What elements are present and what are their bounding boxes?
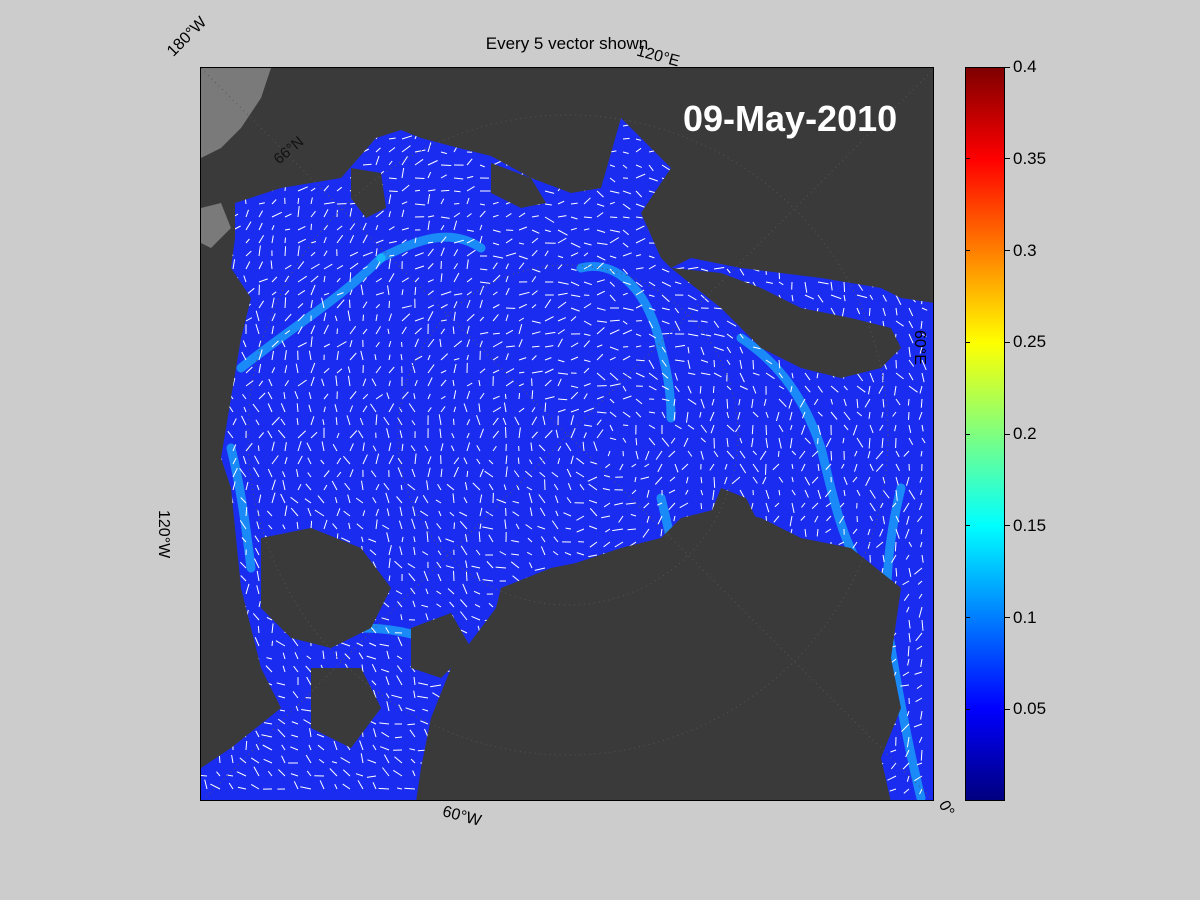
land-light-patch-2 [201,203,231,248]
meridian-1 [201,68,933,800]
colorbar-tick-mark [1005,158,1010,160]
banks-island [261,528,391,648]
greenland [491,558,631,688]
colorbar-tick-label: 0.2 [1013,424,1037,443]
speed-highlight [236,253,386,373]
severnaya-zemlya [491,163,546,208]
colorbar-tick-mark-inner [965,250,970,251]
colorbar-tick-mark [1005,708,1010,710]
colorbar-tick-label: 0.4 [1013,57,1037,76]
colorbar-tick-mark-inner [965,158,970,160]
longitude-label-60e: 60°E [911,330,928,365]
plot-title: Every 5 vector shown [485,34,649,53]
colorbar-tick-mark [1005,525,1010,527]
longitude-label-120w: 120°W [155,510,172,559]
map-panel [200,67,934,801]
latitude-circle-1 [397,264,739,606]
colorbar-tick-mark [1005,433,1010,435]
meridian-2 [202,69,933,800]
colorbar-tick-mark-inner [965,708,970,710]
arctic-archipelago-island-2 [311,668,381,748]
islands [261,163,901,748]
colorbar-tick-mark-inner [965,617,970,618]
colorbar-tick-label: 0.3 [1013,240,1037,260]
speed-highlight [376,232,486,263]
land-light-patch-1 [201,68,271,158]
colorbar-tick-mark [1005,250,1010,251]
colorbar-tick-mark [1005,66,1010,68]
colorbar-tick-label: 0.35 [1013,148,1047,168]
longitude-label-60w: 60°W [440,803,483,830]
colorbar-tick-mark [1005,341,1010,343]
colorbar-tick-mark-inner [965,433,970,435]
colorbar-tick-mark-inner [965,66,970,68]
date-stamp: 09-May-2010 [683,98,898,139]
new-siberian-islands [351,168,386,218]
longitude-label-0: 0° [934,797,958,820]
colorbar-tick-label: 0.05 [1013,699,1047,719]
latitude-circle-2 [247,114,889,756]
colorbar-tick-label: 0.25 [1013,332,1047,352]
speed-highlight [736,333,866,573]
colorbar-tick-mark [1005,617,1010,618]
colorbar [965,67,1005,801]
map-svg [201,68,933,800]
colorbar-tick-mark-inner [965,525,970,527]
colorbar-tick-mark-inner [965,341,970,343]
colorbar-tick-label: 0.1 [1013,607,1037,627]
novaya-zemlya [671,268,901,378]
arctic-archipelago-island-1 [411,613,471,678]
graticule [201,68,933,800]
colorbar-tick-label: 0.15 [1013,515,1047,535]
